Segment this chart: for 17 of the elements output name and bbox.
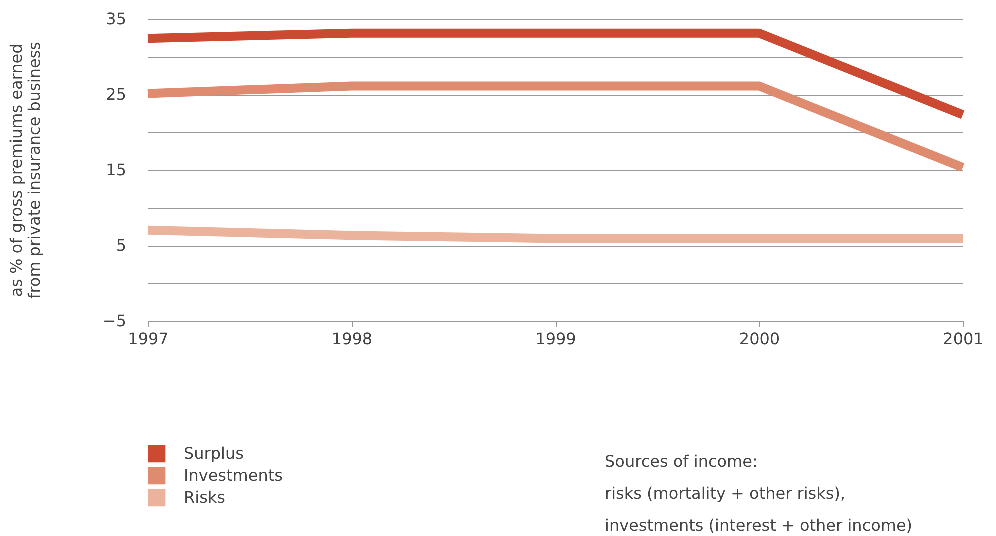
x-tick-label: 2001 (943, 330, 984, 348)
legend-label: Investments (184, 466, 283, 485)
y-tick-label: 35 (106, 10, 126, 28)
x-tick-label: 1997 (128, 330, 169, 348)
x-tick-label: 1999 (536, 330, 576, 348)
y-tick-label: 15 (106, 160, 126, 180)
y-tick-label: −5 (102, 312, 126, 330)
text: risks (mortality + other risks), (605, 483, 847, 505)
legend-label: Risks (184, 488, 226, 507)
y-axis-title: as % of gross premiums earned from private insurance business (6, 42, 44, 300)
legend-label: Surplus (184, 444, 244, 463)
x-tick-label: 2000 (739, 330, 780, 348)
text: investments (interest + other income) (605, 515, 913, 536)
y-tick-label: 5 (116, 236, 126, 255)
y-tick-label: 25 (106, 85, 126, 104)
source-note: Sources of income: (605, 451, 759, 473)
x-tick-label: 1998 (332, 330, 373, 348)
